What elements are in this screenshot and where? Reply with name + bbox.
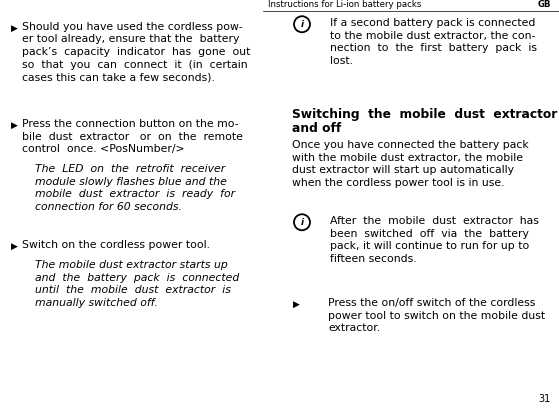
Text: with the mobile dust extractor, the mobile: with the mobile dust extractor, the mobi… <box>292 152 523 162</box>
Text: connection for 60 seconds.: connection for 60 seconds. <box>35 201 182 212</box>
Text: so  that  you  can  connect  it  (in  certain: so that you can connect it (in certain <box>22 60 248 69</box>
Text: GB: GB <box>538 0 551 9</box>
Text: er tool already, ensure that the  battery: er tool already, ensure that the battery <box>22 35 239 44</box>
Text: Press the on/off switch of the cordless: Press the on/off switch of the cordless <box>328 298 536 308</box>
Text: when the cordless power tool is in use.: when the cordless power tool is in use. <box>292 178 505 187</box>
Text: ▶: ▶ <box>11 121 18 130</box>
Text: module slowly flashes blue and the: module slowly flashes blue and the <box>35 176 227 187</box>
Text: mobile  dust  extractor  is  ready  for: mobile dust extractor is ready for <box>35 189 235 199</box>
Text: After  the  mobile  dust  extractor  has: After the mobile dust extractor has <box>330 216 539 226</box>
Text: power tool to switch on the mobile dust: power tool to switch on the mobile dust <box>328 310 545 321</box>
Text: to the mobile dust extractor, the con-: to the mobile dust extractor, the con- <box>330 30 536 41</box>
Text: until  the  mobile  dust  extractor  is: until the mobile dust extractor is <box>35 285 231 295</box>
Text: control  once. <PosNumber/>: control once. <PosNumber/> <box>22 144 184 154</box>
Text: i: i <box>300 20 304 29</box>
Text: manually switched off.: manually switched off. <box>35 298 158 307</box>
Text: 31: 31 <box>539 394 551 404</box>
Text: Press the connection button on the mo-: Press the connection button on the mo- <box>22 119 239 129</box>
Text: Switching  the  mobile  dust  extractor  on: Switching the mobile dust extractor on <box>292 108 559 121</box>
Text: cases this can take a few seconds).: cases this can take a few seconds). <box>22 72 215 82</box>
Text: Once you have connected the battery pack: Once you have connected the battery pack <box>292 140 529 150</box>
Text: The mobile dust extractor starts up: The mobile dust extractor starts up <box>35 260 228 270</box>
Text: fifteen seconds.: fifteen seconds. <box>330 254 416 263</box>
Text: lost.: lost. <box>330 55 353 65</box>
Text: i: i <box>300 218 304 227</box>
Text: bile  dust  extractor   or  on  the  remote: bile dust extractor or on the remote <box>22 132 243 141</box>
Text: been  switched  off  via  the  battery: been switched off via the battery <box>330 229 529 238</box>
Text: extractor.: extractor. <box>328 323 380 333</box>
Text: Switch on the cordless power tool.: Switch on the cordless power tool. <box>22 240 210 250</box>
Text: ▶: ▶ <box>11 24 18 33</box>
Text: If a second battery pack is connected: If a second battery pack is connected <box>330 18 536 28</box>
Text: nection  to  the  first  battery  pack  is: nection to the first battery pack is <box>330 43 537 53</box>
Text: and off: and off <box>292 122 341 134</box>
Text: The  LED  on  the  retrofit  receiver: The LED on the retrofit receiver <box>35 164 225 174</box>
Text: and  the  battery  pack  is  connected: and the battery pack is connected <box>35 272 239 282</box>
Text: dust extractor will start up automatically: dust extractor will start up automatical… <box>292 165 514 175</box>
Text: pack’s  capacity  indicator  has  gone  out: pack’s capacity indicator has gone out <box>22 47 250 57</box>
Text: ▶: ▶ <box>11 242 18 251</box>
Text: pack, it will continue to run for up to: pack, it will continue to run for up to <box>330 241 529 251</box>
Text: Instructions for Li-ion battery packs: Instructions for Li-ion battery packs <box>268 0 421 9</box>
Text: ▶: ▶ <box>293 300 300 309</box>
Text: Should you have used the cordless pow-: Should you have used the cordless pow- <box>22 22 243 32</box>
